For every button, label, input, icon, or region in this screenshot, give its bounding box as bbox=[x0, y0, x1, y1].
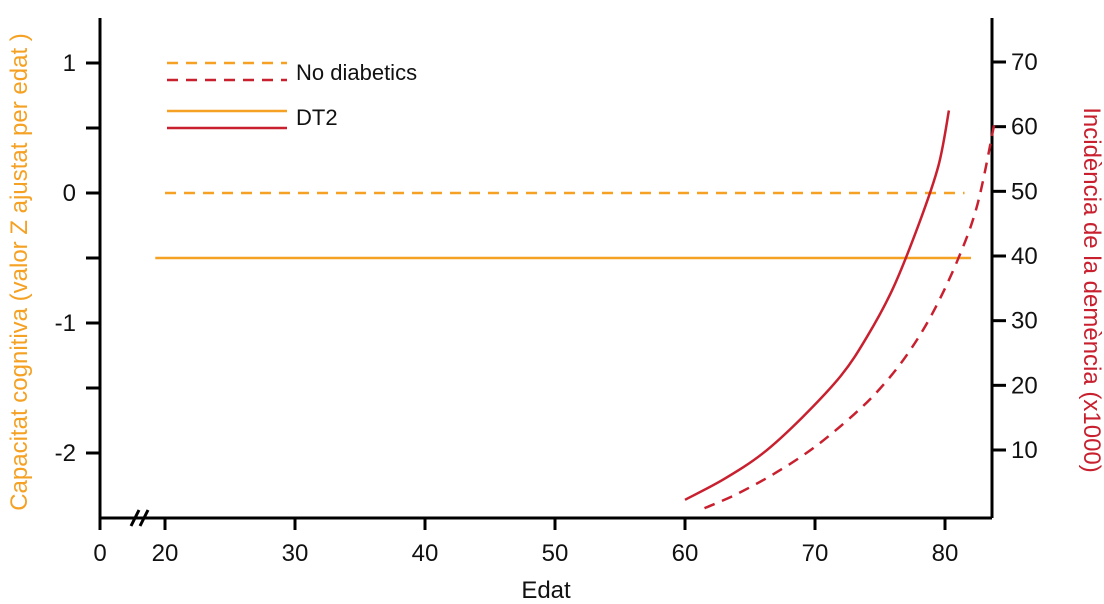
x-tick-label: 30 bbox=[282, 540, 309, 567]
legend-label: No diabetics bbox=[296, 60, 417, 85]
y-right-tick-label: 10 bbox=[1011, 437, 1038, 464]
x-tick-label: 0 bbox=[93, 540, 106, 567]
y-left-tick-label: 0 bbox=[63, 180, 76, 207]
y-left-tick-label: -1 bbox=[55, 310, 76, 337]
y-right-tick-label: 70 bbox=[1011, 49, 1038, 76]
y-left-tick-label: -2 bbox=[55, 440, 76, 467]
x-axis-title: Edat bbox=[521, 577, 571, 604]
axis-break-mark bbox=[138, 509, 150, 527]
y-axis-left-title: Capacitat cognitiva (valor Z ajustat per… bbox=[6, 33, 33, 511]
dementia-no-diabetics-line bbox=[703, 123, 996, 510]
x-tick-label: 20 bbox=[152, 540, 179, 567]
y-right-tick-label: 60 bbox=[1011, 114, 1038, 141]
x-tick-label: 70 bbox=[802, 540, 829, 567]
dementia-dt2-line bbox=[684, 110, 951, 501]
y-right-tick-label: 20 bbox=[1011, 372, 1038, 399]
x-tick-label: 60 bbox=[672, 540, 699, 567]
x-tick-label: 40 bbox=[412, 540, 439, 567]
axis-break-mark bbox=[129, 509, 141, 527]
y-axis-right-title: Incidència de la demència (x1000) bbox=[1078, 107, 1104, 473]
y-left-tick-label: 1 bbox=[63, 50, 76, 77]
y-right-tick-label: 40 bbox=[1011, 243, 1038, 270]
legend-label: DT2 bbox=[296, 105, 338, 130]
x-tick-label: 50 bbox=[542, 540, 569, 567]
y-right-tick-label: 50 bbox=[1011, 178, 1038, 205]
y-right-tick-label: 30 bbox=[1011, 308, 1038, 335]
x-tick-label: 80 bbox=[932, 540, 959, 567]
